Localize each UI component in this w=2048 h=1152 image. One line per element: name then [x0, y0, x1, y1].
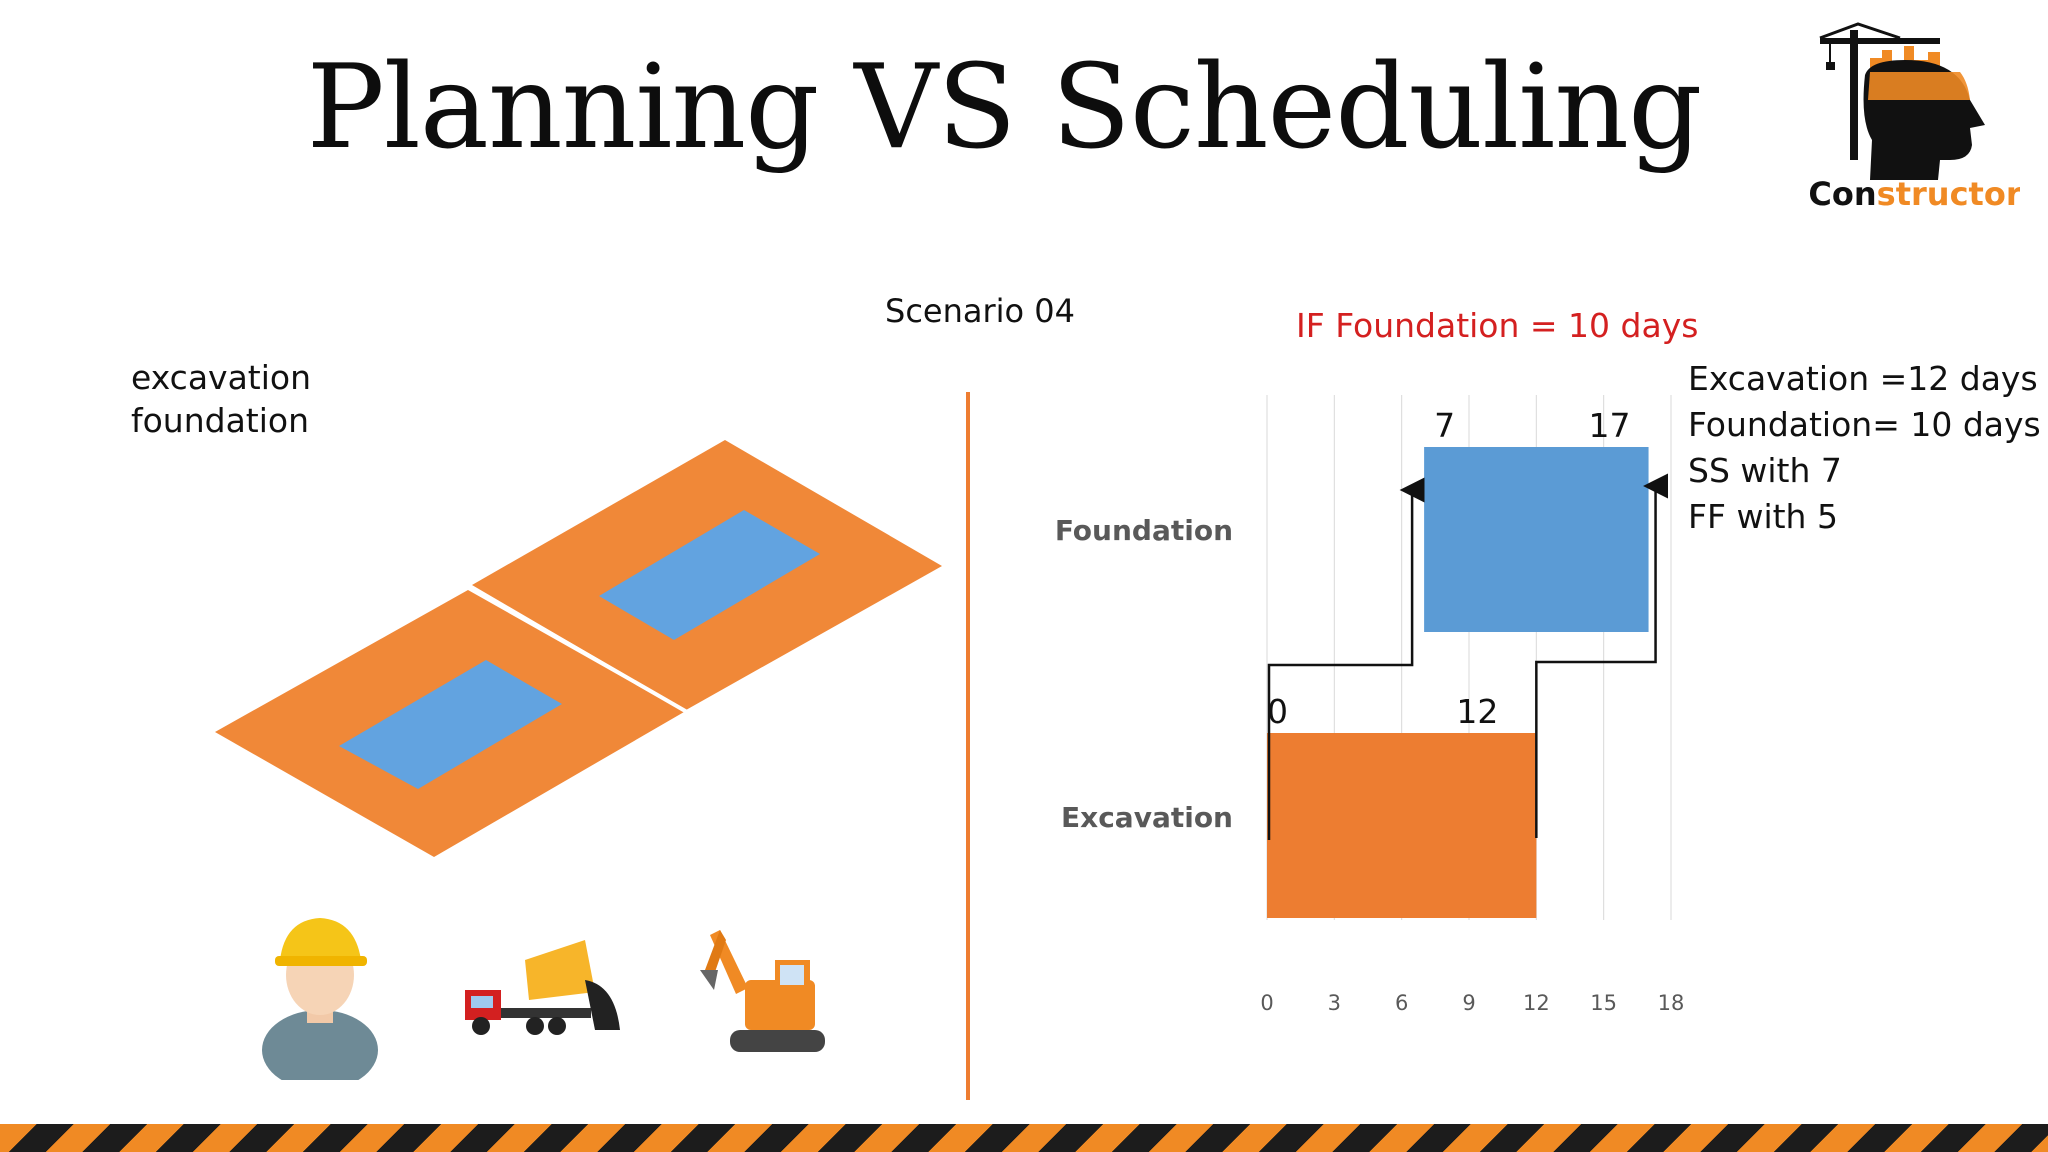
ss-link-arrow	[1267, 477, 1425, 840]
hazard-stripe-footer	[0, 1124, 2048, 1152]
ff-link-arrow	[1535, 473, 1669, 838]
bar-start-label: 0	[1267, 692, 1288, 731]
note-ff: FF with 5	[1688, 497, 1838, 536]
schedule-notes: Excavation =12 days Foundation= 10 days …	[1688, 356, 2041, 540]
bar-end-label: 12	[1456, 692, 1498, 731]
page-title: Planning VS Scheduling	[306, 40, 1703, 175]
activity-list: excavation foundation	[131, 356, 311, 442]
category-label: Foundation	[1055, 514, 1233, 547]
x-tick-label: 12	[1523, 991, 1550, 1015]
x-tick-label: 0	[1260, 991, 1273, 1015]
note-excavation: Excavation =12 days	[1688, 359, 2038, 398]
bar-start-label: 7	[1434, 406, 1455, 445]
gantt-chart: 7 17 0 12 0 3 6 9 12 15 18 Foundation Excavation	[1055, 395, 1685, 1015]
scenario-label: Scenario 04	[885, 292, 1075, 330]
pit-right	[599, 510, 820, 640]
bar-foundation	[1424, 447, 1649, 632]
excavator-icon	[700, 930, 825, 1052]
x-tick-label: 3	[1328, 991, 1341, 1015]
x-tick-label: 15	[1590, 991, 1617, 1015]
worker-icon	[262, 918, 378, 1080]
x-tick-label: 9	[1462, 991, 1475, 1015]
category-label: Excavation	[1061, 801, 1233, 834]
note-foundation: Foundation= 10 days	[1688, 405, 2041, 444]
condition-label: IF Foundation = 10 days	[1296, 306, 1699, 345]
note-ss: SS with 7	[1688, 451, 1842, 490]
x-tick-label: 6	[1395, 991, 1408, 1015]
activity-foundation: foundation	[131, 401, 310, 440]
activity-excavation: excavation	[131, 358, 312, 397]
constructor-logo: Constructor	[1810, 22, 2020, 213]
bar-end-label: 17	[1589, 406, 1631, 445]
divider-line	[966, 392, 970, 1100]
pit-left	[339, 660, 562, 789]
dump-truck-icon	[465, 940, 620, 1035]
svg-text:Constructor: Constructor	[1810, 175, 2020, 213]
x-tick-label: 18	[1658, 991, 1685, 1015]
site-plan-diagram	[215, 440, 942, 1080]
bar-excavation	[1267, 733, 1537, 918]
